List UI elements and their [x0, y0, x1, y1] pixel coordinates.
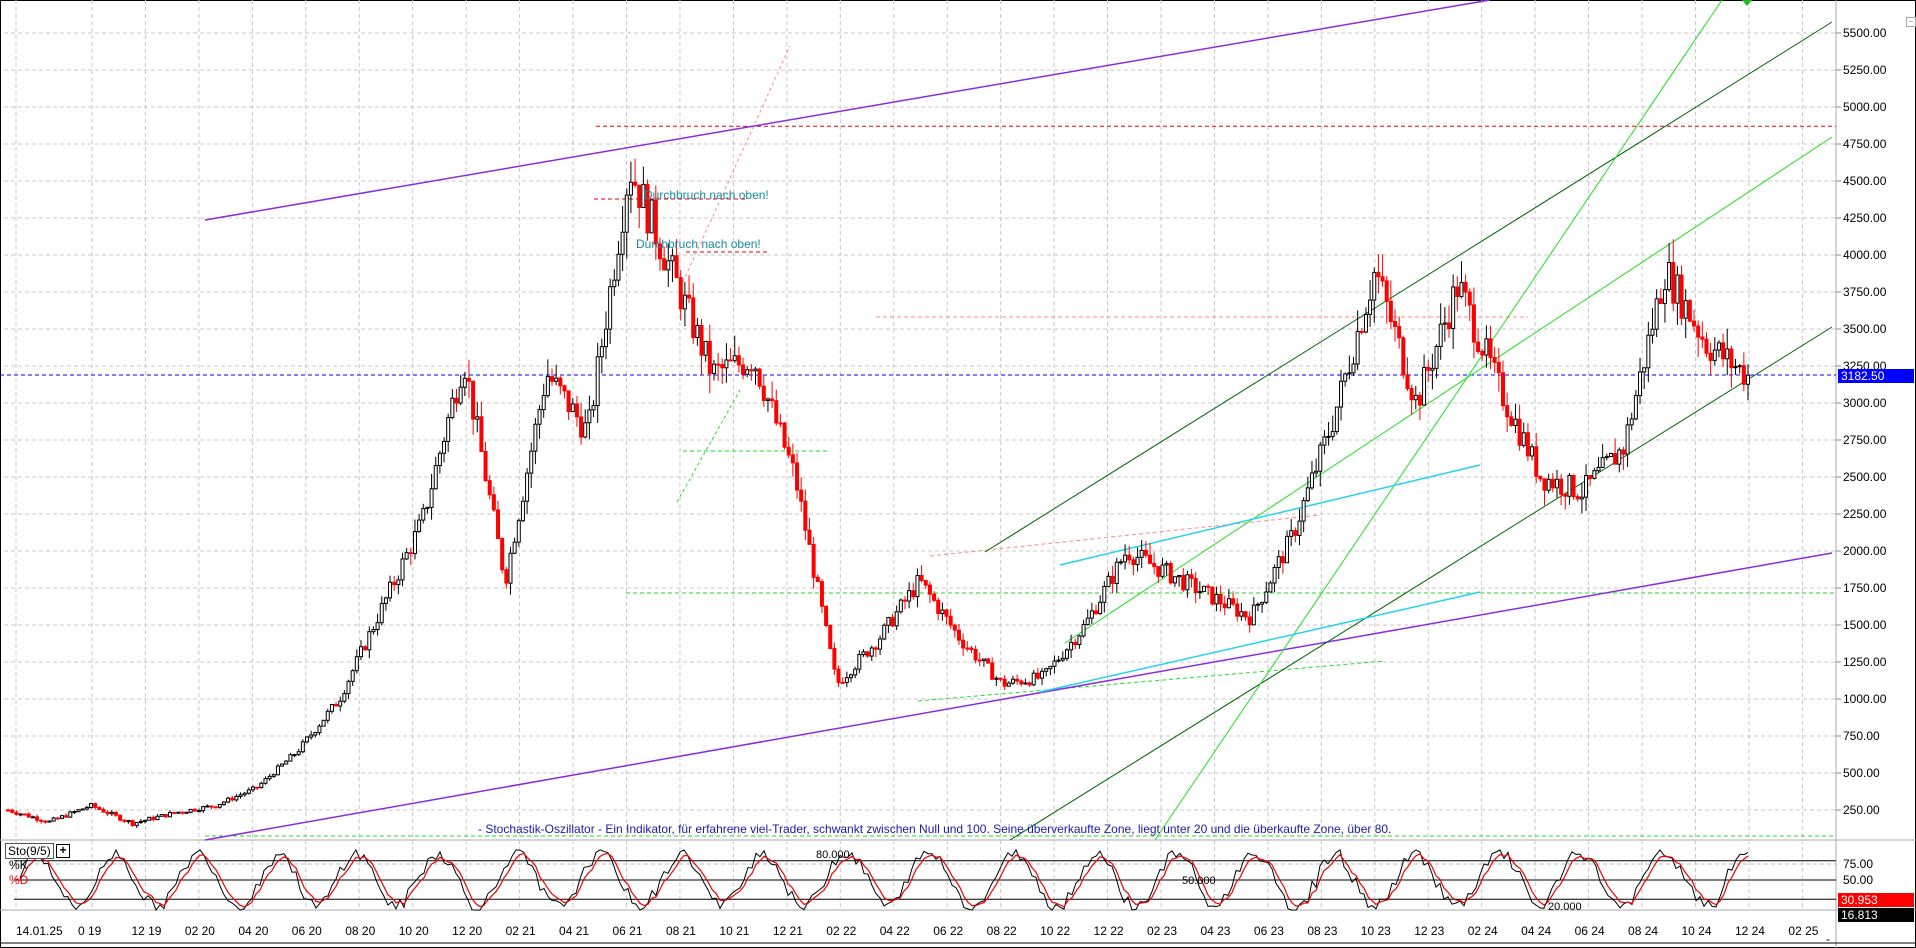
stochastic-info-note: - Stochastik-Oszillator - Ein Indikator,…	[478, 822, 1391, 836]
time-tick: 08 20	[345, 924, 375, 938]
time-tick: 04 20	[238, 924, 268, 938]
time-tick: 12 24	[1735, 924, 1765, 938]
time-tick: 04 23	[1200, 924, 1230, 938]
osc-tick: 75.00	[1843, 857, 1873, 871]
osc-d-value-tag: 30.953	[1838, 893, 1914, 907]
price-tick: 3500.00	[1843, 322, 1887, 336]
time-tick: 0 19	[78, 924, 102, 938]
price-tick: 2250.00	[1843, 507, 1887, 521]
trendlines	[204, 0, 1833, 841]
time-tick: 10 23	[1361, 924, 1391, 938]
k-legend: %K	[9, 858, 28, 872]
breakout-note-2: Durchbruch nach oben!	[636, 237, 761, 251]
collapse-panel-button[interactable]: −	[1906, 17, 1916, 27]
scroll-button[interactable]: -	[1826, 932, 1830, 946]
time-tick: 08 21	[666, 924, 696, 938]
time-tick: 10 21	[719, 924, 749, 938]
price-tick: 4500.00	[1843, 174, 1887, 188]
time-tick: 02 21	[506, 924, 536, 938]
time-tick: 02 20	[185, 924, 215, 938]
time-tick: 06 24	[1575, 924, 1605, 938]
price-tick: 5250.00	[1843, 63, 1887, 77]
time-tick: 02 23	[1147, 924, 1177, 938]
time-tick: 12 21	[773, 924, 803, 938]
price-tick: 4000.00	[1843, 248, 1887, 262]
last-price-tag: 3182.50	[1838, 369, 1914, 383]
time-tick: 12 19	[131, 924, 161, 938]
osc-tick: 50.00	[1843, 873, 1873, 887]
time-tick: 12 20	[452, 924, 482, 938]
osc-level-20: 20.000	[1548, 901, 1582, 913]
osc-level-80: 80.000	[816, 849, 850, 861]
osc-k-value-tag: 16.813	[1838, 908, 1914, 922]
price-tick: 4750.00	[1843, 137, 1887, 151]
price-tick: 1500.00	[1843, 618, 1887, 632]
price-tick: 5000.00	[1843, 100, 1887, 114]
price-tick: 1250.00	[1843, 655, 1887, 669]
price-tick: 5500.00	[1843, 26, 1887, 40]
price-tick: 500.00	[1843, 766, 1880, 780]
price-tick: 3000.00	[1843, 396, 1887, 410]
price-tick: 3750.00	[1843, 285, 1887, 299]
time-tick: 08 24	[1628, 924, 1658, 938]
breakout-note-1: Durchbruch nach oben!	[644, 188, 769, 202]
candles	[6, 158, 1750, 829]
add-indicator-button[interactable]: +	[56, 844, 70, 858]
time-tick: 06 21	[613, 924, 643, 938]
time-tick: 14.01.25	[16, 924, 63, 938]
price-tick: 250.00	[1843, 803, 1880, 817]
time-tick: 02 22	[826, 924, 856, 938]
time-tick: 08 22	[987, 924, 1017, 938]
time-tick: 06 22	[933, 924, 963, 938]
price-tick: 2000.00	[1843, 544, 1887, 558]
time-tick: 02 25	[1788, 924, 1818, 938]
time-tick: 06 23	[1254, 924, 1284, 938]
time-tick: 10 20	[399, 924, 429, 938]
time-tick: 04 22	[880, 924, 910, 938]
price-tick: 2500.00	[1843, 470, 1887, 484]
osc-level-50: 50.000	[1182, 875, 1216, 887]
d-legend: %D	[9, 873, 29, 887]
time-tick: 10 22	[1040, 924, 1070, 938]
time-tick: 04 24	[1521, 924, 1551, 938]
time-tick: 08 23	[1307, 924, 1337, 938]
price-tick: 750.00	[1843, 729, 1880, 743]
price-tick: 1750.00	[1843, 581, 1887, 595]
price-tick: 1000.00	[1843, 692, 1887, 706]
price-axis[interactable]: 5500.00 5250.00 5000.00 4750.00 4500.00 4250.…	[1836, 26, 1887, 887]
time-axis[interactable]: 14.01.25 0 19 12 19 02 20 04 20 06 20 08 20 10 …	[16, 924, 1819, 938]
time-tick: 12 22	[1094, 924, 1124, 938]
time-tick: 06 20	[292, 924, 322, 938]
horizontal-levels	[0, 45, 1836, 837]
stochastic-panel	[14, 848, 1836, 912]
time-tick: 12 23	[1414, 924, 1444, 938]
price-tick: 4250.00	[1843, 211, 1887, 225]
time-tick: 04 21	[559, 924, 589, 938]
time-tick: 02 24	[1468, 924, 1498, 938]
time-tick: 10 24	[1682, 924, 1712, 938]
stochastic-title[interactable]: Sto(9/5)	[5, 843, 54, 859]
price-tick: 2750.00	[1843, 433, 1887, 447]
